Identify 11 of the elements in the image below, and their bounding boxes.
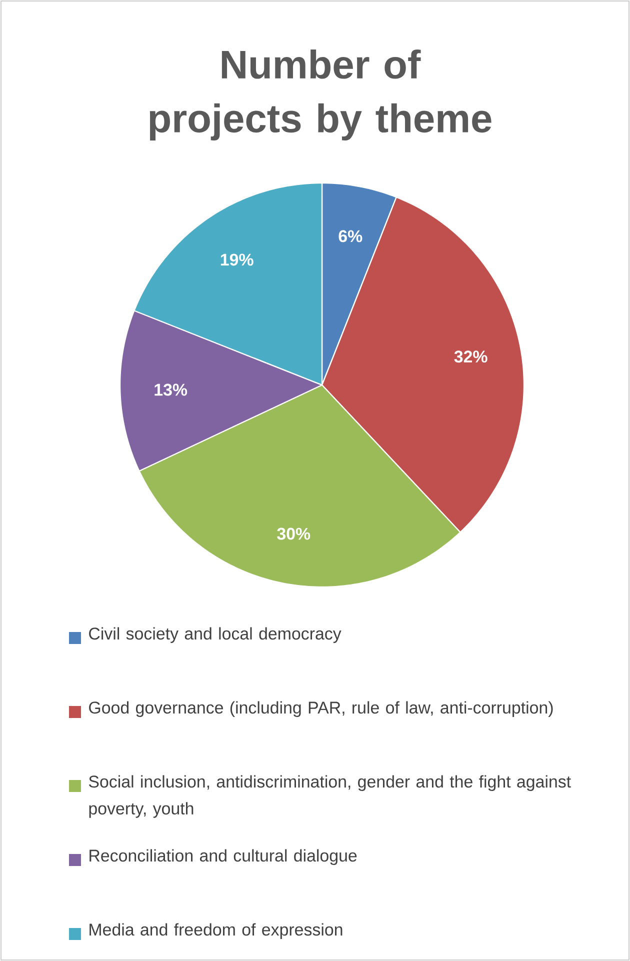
data-label: 32% <box>454 350 488 363</box>
chart-title: Number of projects by theme <box>150 50 492 140</box>
legend-label: Media and freedom of expression <box>90 923 342 939</box>
data-label: 13% <box>154 384 188 396</box>
data-label: 6% <box>338 230 362 242</box>
data-label: 30% <box>277 528 310 540</box>
legend-label: Good governance (including PAR, rule of law, anti-corruption) <box>89 701 553 717</box>
legend-label: Civil society and local democracy <box>89 627 342 643</box>
data-label: 19% <box>220 254 254 266</box>
legend-label: Social inclusion, antidiscrimination, gender and the fight against poverty, youth <box>88 775 571 818</box>
legend-label: Reconciliation and cultural dialogue <box>90 849 357 865</box>
